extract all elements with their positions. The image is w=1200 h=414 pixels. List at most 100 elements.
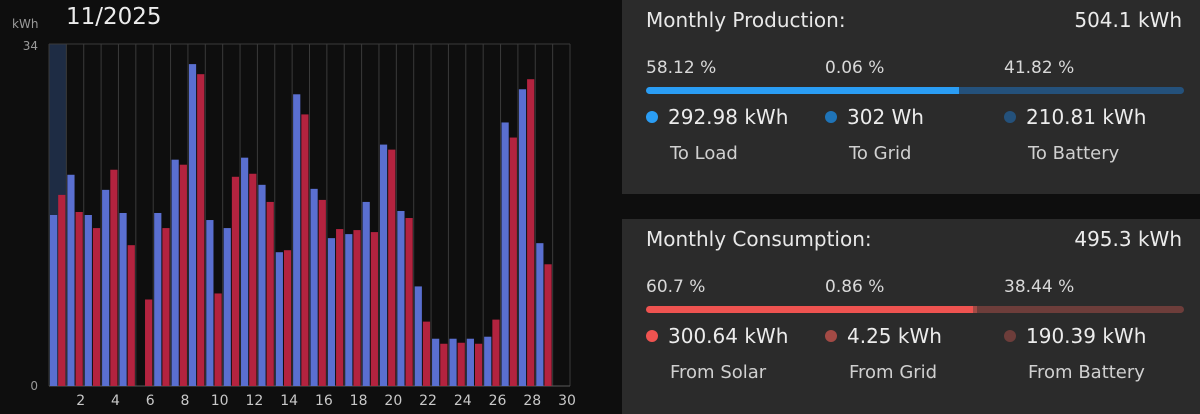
- bar-series-2-day-22: [422, 321, 431, 386]
- from-battery-dot: [1004, 330, 1016, 342]
- legend-from-grid: 4.25 kWh From Grid: [825, 324, 942, 383]
- consumption-title: Monthly Consumption:: [646, 227, 872, 251]
- consumption-total: 495.3 kWh: [1074, 227, 1182, 251]
- bar-series-1-day-5: [119, 212, 127, 386]
- bar-series-2-day-11: [231, 176, 240, 386]
- bar-series-2-day-6: [145, 299, 153, 386]
- bar-series-2-day-16: [318, 199, 326, 386]
- energy-bar-chart[interactable]: kWh 34 0 2 4 6 8 10 12 14 16 18 20 22 24 26 28 30 11/2025: [0, 0, 610, 414]
- bar-series-2-day-18: [353, 230, 361, 386]
- from-grid-value: 4.25 kWh: [847, 324, 942, 348]
- production-card: Monthly Production: 504.1 kWh 58.12 % 0.…: [622, 0, 1200, 194]
- bar-series-2-day-20: [388, 149, 396, 386]
- bar-series-1-day-16: [310, 188, 318, 386]
- bar-series-1-day-12: [241, 157, 249, 386]
- production-split-bar: [646, 87, 1184, 94]
- bar-series-1-day-17: [327, 238, 336, 386]
- to-grid-label: To Grid: [849, 143, 912, 164]
- from-grid-dot: [825, 330, 837, 342]
- consumption-bar-from-solar: [646, 306, 973, 313]
- bar-series-1-day-14: [275, 252, 283, 386]
- bar-series-2-day-10: [214, 293, 222, 386]
- bar-series-1-day-15: [293, 94, 301, 386]
- to-battery-value: 210.81 kWh: [1026, 105, 1147, 129]
- x-tick-label-26: 26: [489, 393, 507, 409]
- to-load-label: To Load: [670, 143, 738, 164]
- from-grid-label: From Grid: [849, 362, 938, 383]
- bar-series-1-day-7: [154, 212, 162, 386]
- legend-from-battery: 190.39 kWh From Battery: [1004, 324, 1146, 383]
- bar-series-1-day-18: [345, 234, 353, 386]
- bar-series-1-day-28: [518, 89, 527, 386]
- to-grid-value: 302 Wh: [847, 105, 924, 129]
- consumption-pct-from-grid: 0.86 %: [825, 277, 885, 297]
- bar-series-2-day-26: [492, 319, 500, 386]
- x-tick-label-30: 30: [558, 393, 576, 409]
- bar-series-2-day-21: [405, 218, 413, 386]
- legend-from-solar: 300.64 kWh From Solar: [646, 324, 788, 383]
- bar-series-2-day-8: [179, 164, 187, 386]
- bar-series-2-day-14: [283, 250, 292, 386]
- legend-to-grid: 302 Wh To Grid: [825, 105, 924, 164]
- to-battery-dot: [1004, 111, 1016, 123]
- bar-series-2-day-5: [127, 245, 135, 386]
- bar-series-1-day-21: [397, 210, 405, 386]
- to-load-dot: [646, 111, 658, 123]
- bar-series-2-day-7: [162, 228, 170, 386]
- from-solar-label: From Solar: [670, 362, 767, 383]
- month-label[interactable]: 11/2025: [66, 4, 162, 30]
- production-pct-to-battery: 41.82 %: [1004, 58, 1075, 78]
- x-tick-label-20: 20: [384, 393, 402, 409]
- from-solar-dot: [646, 330, 658, 342]
- x-tick-label-10: 10: [211, 393, 229, 409]
- bar-series-2-day-25: [474, 343, 483, 386]
- bar-series-2-day-15: [301, 114, 309, 386]
- bar-series-1-day-24: [449, 338, 457, 386]
- bar-series-2-day-27: [509, 137, 517, 386]
- y-tick-label-zero: 0: [30, 379, 38, 393]
- consumption-bar-from-grid: [972, 306, 978, 313]
- consumption-pct-from-battery: 38.44 %: [1004, 277, 1075, 297]
- from-battery-label: From Battery: [1028, 362, 1145, 383]
- bar-series-1-day-8: [171, 159, 179, 386]
- bar-series-2-day-24: [457, 342, 465, 386]
- bar-series-1-day-27: [501, 122, 509, 386]
- consumption-pct-from-solar: 60.7 %: [646, 277, 706, 297]
- x-tick-label-24: 24: [454, 393, 472, 409]
- bar-series-1-day-1: [49, 215, 58, 386]
- x-tick-label-28: 28: [523, 393, 541, 409]
- x-tick-label-6: 6: [146, 393, 155, 409]
- x-tick-label-12: 12: [245, 393, 263, 409]
- bar-series-2-day-3: [92, 228, 101, 386]
- to-load-value: 292.98 kWh: [668, 105, 789, 129]
- bar-series-2-day-9: [197, 74, 205, 387]
- production-total: 504.1 kWh: [1074, 8, 1182, 32]
- from-solar-value: 300.64 kWh: [668, 324, 789, 348]
- bar-series-2-day-23: [440, 343, 448, 386]
- x-tick-label-4: 4: [111, 393, 120, 409]
- bar-series-2-day-4: [110, 169, 118, 386]
- bar-series-1-day-11: [223, 228, 231, 386]
- bar-series-1-day-23: [432, 338, 440, 386]
- production-bar-to-load: [646, 87, 959, 94]
- x-tick-label-2: 2: [76, 393, 85, 409]
- consumption-split-bar: [646, 306, 1184, 313]
- bar-series-1-day-3: [84, 215, 92, 386]
- bar-series-1-day-9: [188, 64, 197, 386]
- legend-to-load: 292.98 kWh To Load: [646, 105, 788, 164]
- bar-series-2-day-28: [527, 79, 535, 387]
- x-tick-label-22: 22: [419, 393, 437, 409]
- y-tick-label-max: 34: [23, 39, 38, 53]
- bar-series-2-day-19: [370, 232, 378, 386]
- production-bar-to-battery: [958, 87, 1184, 94]
- from-battery-value: 190.39 kWh: [1026, 324, 1147, 348]
- production-title: Monthly Production:: [646, 8, 846, 32]
- bar-series-1-day-19: [362, 201, 370, 386]
- bar-series-2-day-29: [544, 264, 552, 386]
- production-pct-to-load: 58.12 %: [646, 58, 717, 78]
- bar-series-1-day-10: [206, 220, 214, 386]
- bar-series-2-day-13: [266, 201, 274, 386]
- bar-series-2-day-1: [58, 194, 66, 386]
- x-tick-label-18: 18: [350, 393, 368, 409]
